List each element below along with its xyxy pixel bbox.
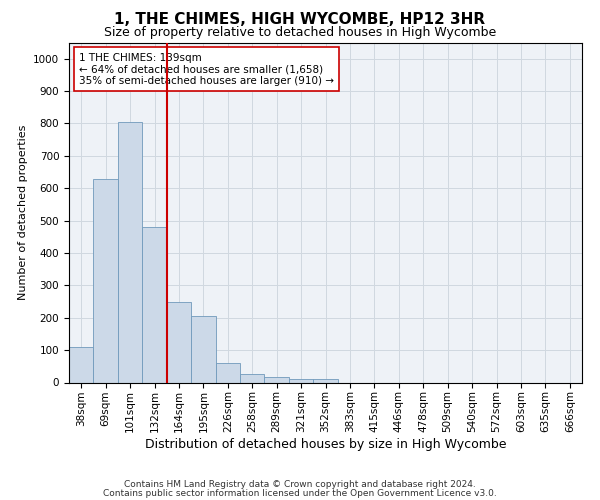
Bar <box>215 363 240 382</box>
Text: 1, THE CHIMES, HIGH WYCOMBE, HP12 3HR: 1, THE CHIMES, HIGH WYCOMBE, HP12 3HR <box>115 12 485 28</box>
Text: 1 THE CHIMES: 139sqm
← 64% of detached houses are smaller (1,658)
35% of semi-de: 1 THE CHIMES: 139sqm ← 64% of detached h… <box>79 52 334 86</box>
Bar <box>94 178 118 382</box>
Bar <box>289 380 313 382</box>
Bar <box>313 380 338 382</box>
Text: Contains public sector information licensed under the Open Government Licence v3: Contains public sector information licen… <box>103 488 497 498</box>
Bar <box>69 347 94 382</box>
Bar <box>118 122 142 382</box>
Bar <box>240 374 265 382</box>
Bar <box>142 227 167 382</box>
X-axis label: Distribution of detached houses by size in High Wycombe: Distribution of detached houses by size … <box>145 438 506 451</box>
Y-axis label: Number of detached properties: Number of detached properties <box>17 125 28 300</box>
Text: Contains HM Land Registry data © Crown copyright and database right 2024.: Contains HM Land Registry data © Crown c… <box>124 480 476 489</box>
Bar <box>265 377 289 382</box>
Bar <box>191 316 215 382</box>
Bar <box>167 302 191 382</box>
Text: Size of property relative to detached houses in High Wycombe: Size of property relative to detached ho… <box>104 26 496 39</box>
